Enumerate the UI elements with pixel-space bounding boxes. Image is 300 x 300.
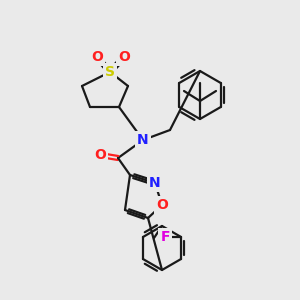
Text: O: O bbox=[156, 198, 168, 212]
Text: O: O bbox=[118, 50, 130, 64]
Text: S: S bbox=[105, 65, 115, 79]
Text: N: N bbox=[149, 176, 161, 190]
Text: O: O bbox=[94, 148, 106, 162]
Text: N: N bbox=[137, 133, 149, 147]
Text: O: O bbox=[91, 50, 103, 64]
Text: F: F bbox=[160, 230, 170, 244]
